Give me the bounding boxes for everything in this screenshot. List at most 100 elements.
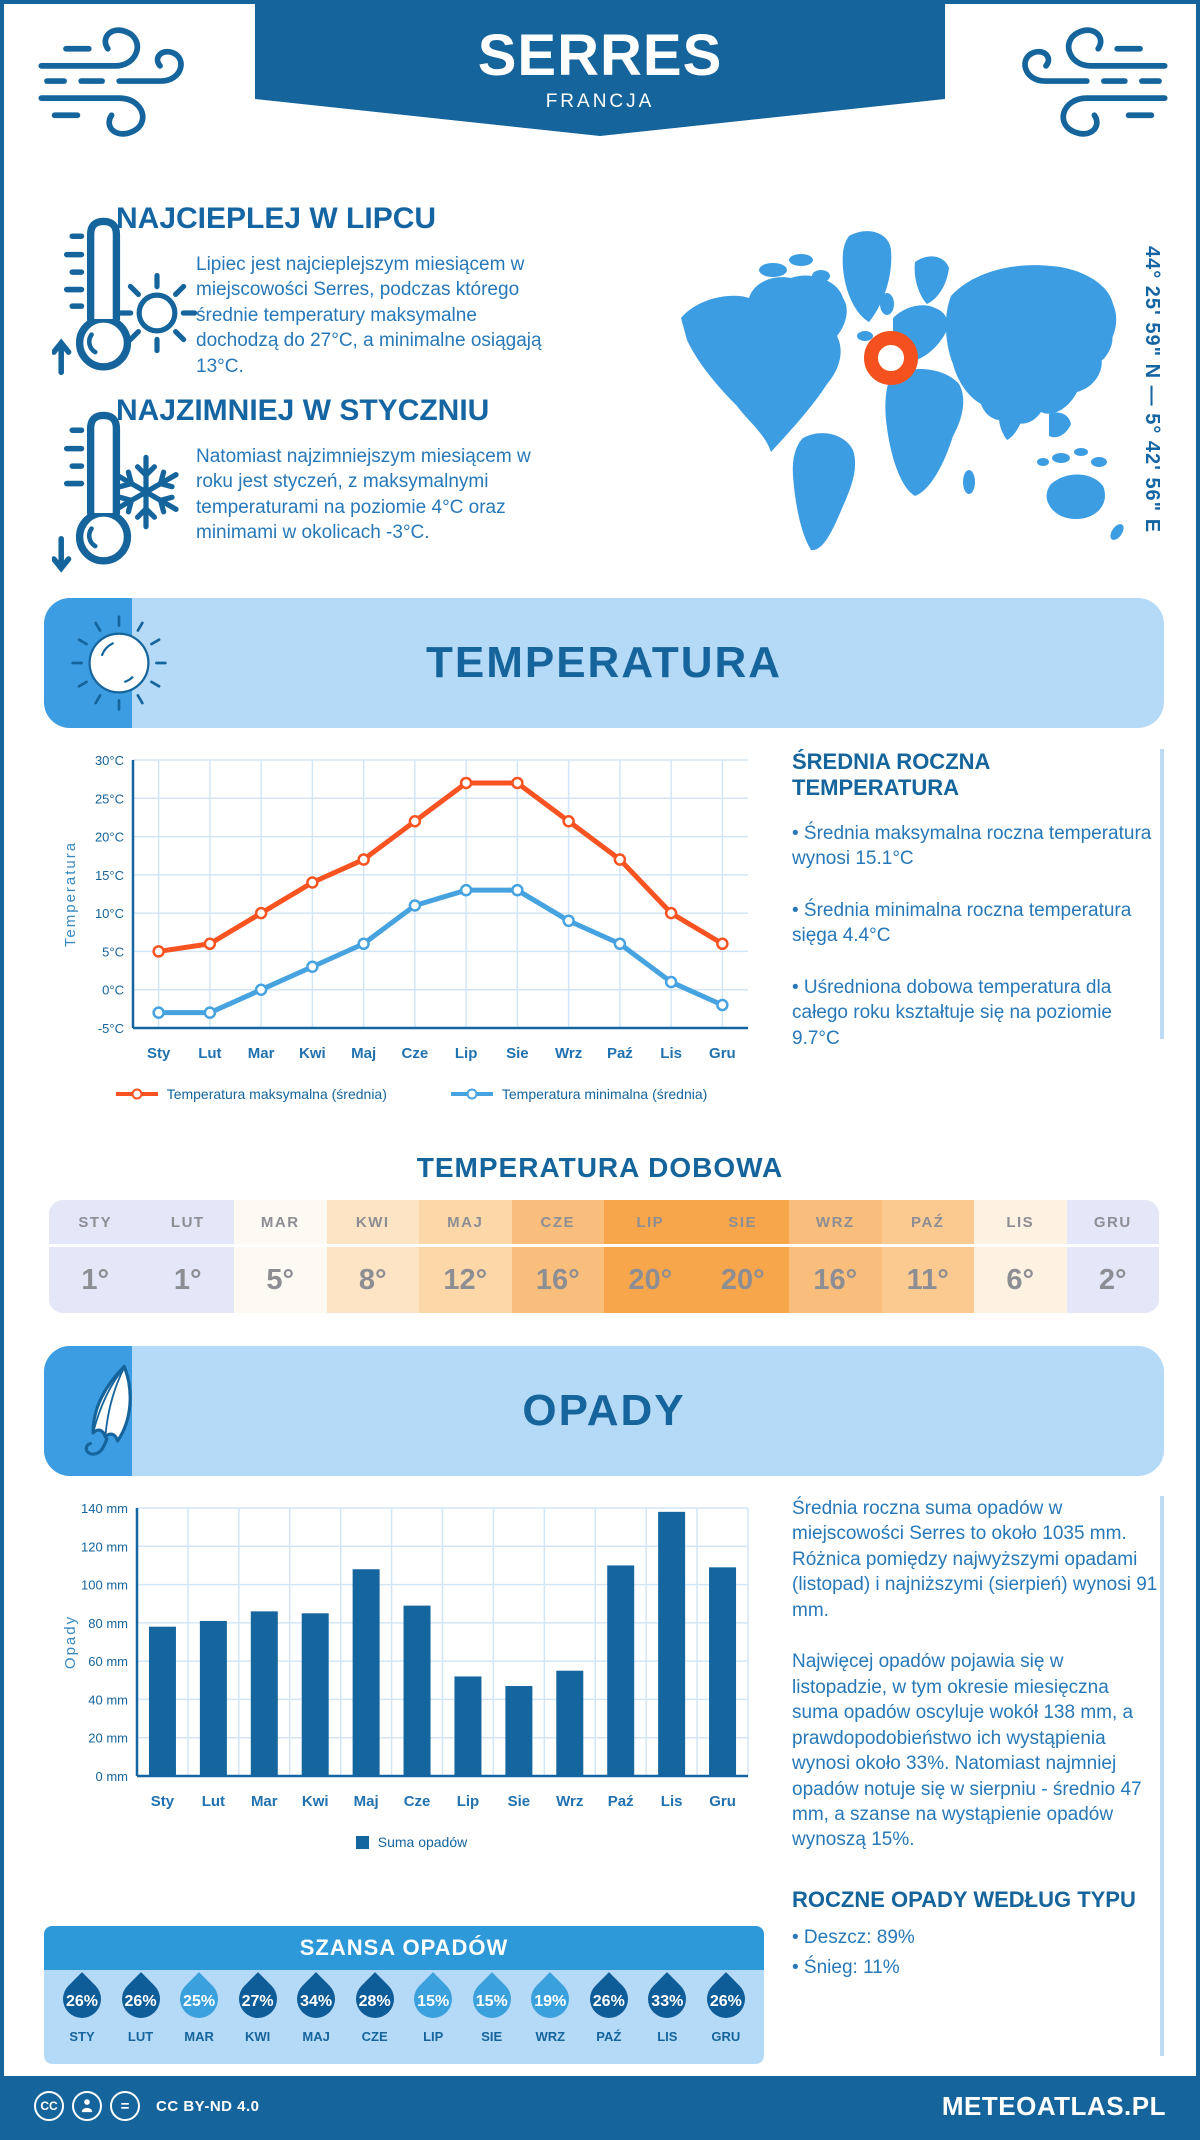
- svg-text:25°C: 25°C: [95, 791, 124, 806]
- page-subtitle: FRANCJA: [545, 91, 655, 112]
- svg-text:20 mm: 20 mm: [88, 1731, 128, 1746]
- precipitation-type-title: ROCZNE OPADY WEDŁUG TYPU: [792, 1886, 1136, 1912]
- svg-text:Lut: Lut: [198, 1045, 221, 1062]
- svg-text:Opady: Opady: [62, 1615, 79, 1669]
- cc-person-icon: [72, 2091, 102, 2121]
- chance-month-label: WRZ: [535, 2029, 566, 2044]
- daily-month-header: CZE: [511, 1200, 604, 1244]
- legend-item: Temperatura minimalna (średnia): [450, 1086, 707, 1102]
- chance-month-label: STY: [69, 2029, 95, 2044]
- temperature-bullet: • Średnia maksymalna roczna temperatura …: [792, 823, 1152, 870]
- chance-percentage: 25%: [183, 1993, 216, 2010]
- svg-text:Gru: Gru: [709, 1793, 736, 1810]
- daily-temperature-title: TEMPERATURA DOBOWA: [416, 1152, 784, 1183]
- svg-text:140 mm: 140 mm: [81, 1501, 128, 1516]
- temperature-bullet: • Średnia minimalna roczna temperatura s…: [792, 899, 1132, 947]
- daily-temperature-value: 20°: [604, 1247, 697, 1313]
- daily-temperature-value: 1°: [49, 1247, 142, 1313]
- precipitation-section-banner: OPADY: [44, 1346, 1164, 1476]
- temperature-summary-panel: ŚREDNIA ROCZNA TEMPERATURA • Średnia mak…: [792, 749, 1156, 1077]
- chance-percentage: 34%: [300, 1993, 333, 2010]
- precipitation-type-bullet: • Śnieg: 11%: [792, 1956, 900, 1978]
- svg-text:Maj: Maj: [351, 1045, 376, 1062]
- precipitation-paragraph: Najwięcej opadów pojawia się w listopadz…: [792, 1651, 1142, 1851]
- svg-text:Sie: Sie: [506, 1045, 529, 1062]
- chance-droplet: 27% KWI: [230, 1972, 286, 2064]
- svg-text:20°C: 20°C: [95, 830, 124, 845]
- svg-text:Kwi: Kwi: [299, 1045, 326, 1062]
- chance-percentage: 19%: [534, 1993, 567, 2010]
- sun-icon: [110, 266, 204, 365]
- sun-banner-icon: [70, 614, 168, 717]
- location-marker: [864, 331, 918, 385]
- page-title: SERRES: [477, 23, 723, 88]
- chance-percentage: 33%: [651, 1993, 684, 2010]
- temperature-bullet: • Uśredniona dobowa temperatura dla całe…: [792, 976, 1113, 1049]
- chance-droplet: 15% LIP: [405, 1972, 461, 2064]
- precipitation-bar-chart: 0 mm 20 mm 40 mm 60 mm 80 mm 100 mm 120 mm 140 …: [59, 1494, 764, 1826]
- svg-text:10°C: 10°C: [95, 906, 124, 921]
- chance-droplet: 34% MAJ: [288, 1972, 344, 2064]
- svg-text:0 mm: 0 mm: [96, 1769, 129, 1784]
- daily-month-header: LUT: [141, 1200, 234, 1244]
- svg-text:Mar: Mar: [251, 1793, 278, 1810]
- chance-month-label: CZE: [361, 2029, 388, 2044]
- chance-of-precipitation-title: SZANSA OPADÓW: [44, 1926, 764, 1970]
- svg-text:Cze: Cze: [404, 1793, 431, 1810]
- chance-percentage: 15%: [417, 1993, 450, 2010]
- chance-month-label: MAR: [184, 2029, 214, 2044]
- highlight-warm-title: NAJCIEPLEJ W LIPCU: [116, 202, 437, 235]
- daily-month-header: MAJ: [419, 1200, 512, 1244]
- svg-text:Paź: Paź: [608, 1793, 634, 1810]
- svg-text:Kwi: Kwi: [302, 1793, 329, 1810]
- svg-text:60 mm: 60 mm: [88, 1654, 128, 1669]
- svg-text:Wrz: Wrz: [556, 1793, 583, 1810]
- svg-text:Gru: Gru: [709, 1045, 736, 1062]
- chance-droplet: 15% SIE: [464, 1972, 520, 2064]
- precipitation-summary-panel: Średnia roczna suma opadów w miejscowośc…: [792, 1496, 1158, 1987]
- daily-temperature-value: 16°: [511, 1247, 604, 1313]
- chance-percentage: 15%: [475, 1993, 508, 2010]
- svg-text:120 mm: 120 mm: [81, 1539, 128, 1554]
- chance-droplet: 26% LUT: [113, 1972, 169, 2064]
- svg-text:15°C: 15°C: [95, 868, 124, 883]
- svg-text:Lis: Lis: [660, 1045, 682, 1062]
- svg-text:100 mm: 100 mm: [81, 1578, 128, 1593]
- daily-month-header: GRU: [1066, 1200, 1159, 1244]
- world-map: [652, 200, 1134, 585]
- divider-rule: [1160, 749, 1164, 1039]
- temperature-section-title: TEMPERATURA: [425, 638, 783, 687]
- svg-text:Lut: Lut: [202, 1793, 225, 1810]
- daily-temperature-value: 8°: [326, 1247, 419, 1313]
- svg-text:Lip: Lip: [455, 1045, 478, 1062]
- chance-month-label: PAŹ: [596, 2029, 622, 2044]
- svg-text:30°C: 30°C: [95, 753, 124, 768]
- cc-icon: CC: [34, 2091, 64, 2121]
- chance-of-precipitation-row: 26% STY 26% LUT 25% MAR 27% KWI: [44, 1970, 764, 2064]
- svg-text:40 mm: 40 mm: [88, 1692, 128, 1707]
- daily-temperature-value: 2°: [1066, 1247, 1159, 1313]
- coordinates-label: 44° 25' 59" N — 5° 42' 56" E: [1141, 246, 1163, 534]
- temperature-summary-title: ŚREDNIA ROCZNA TEMPERATURA: [792, 749, 990, 800]
- svg-text:Maj: Maj: [354, 1793, 379, 1810]
- svg-text:Paź: Paź: [607, 1045, 633, 1062]
- legend-item: Temperatura maksymalna (średnia): [115, 1086, 387, 1102]
- highlight-warm-text: Lipiec jest najcieplejszym miesiącem w m…: [196, 254, 542, 377]
- snowflake-icon: [104, 450, 188, 539]
- daily-temperature-value: 16°: [789, 1247, 882, 1313]
- umbrella-icon: [66, 1358, 166, 1473]
- chance-percentage: 26%: [592, 1993, 625, 2010]
- chance-percentage: 27%: [241, 1993, 274, 2010]
- daily-month-header: KWI: [326, 1200, 419, 1244]
- chance-droplet: 26% GRU: [698, 1972, 754, 2064]
- chance-percentage: 26%: [709, 1993, 742, 2010]
- svg-text:-5°C: -5°C: [98, 1021, 124, 1036]
- site-name: METEOATLAS.PL: [941, 2090, 1166, 2121]
- highlight-cold-text: Natomiast najzimniejszym miesiącem w rok…: [196, 446, 531, 544]
- chance-percentage: 26%: [124, 1993, 157, 2010]
- thermometer-up-icon: [51, 212, 144, 385]
- svg-text:Sie: Sie: [508, 1793, 531, 1810]
- daily-month-header: WRZ: [789, 1200, 882, 1244]
- svg-text:Cze: Cze: [402, 1045, 429, 1062]
- chance-droplet: 19% WRZ: [522, 1972, 578, 2064]
